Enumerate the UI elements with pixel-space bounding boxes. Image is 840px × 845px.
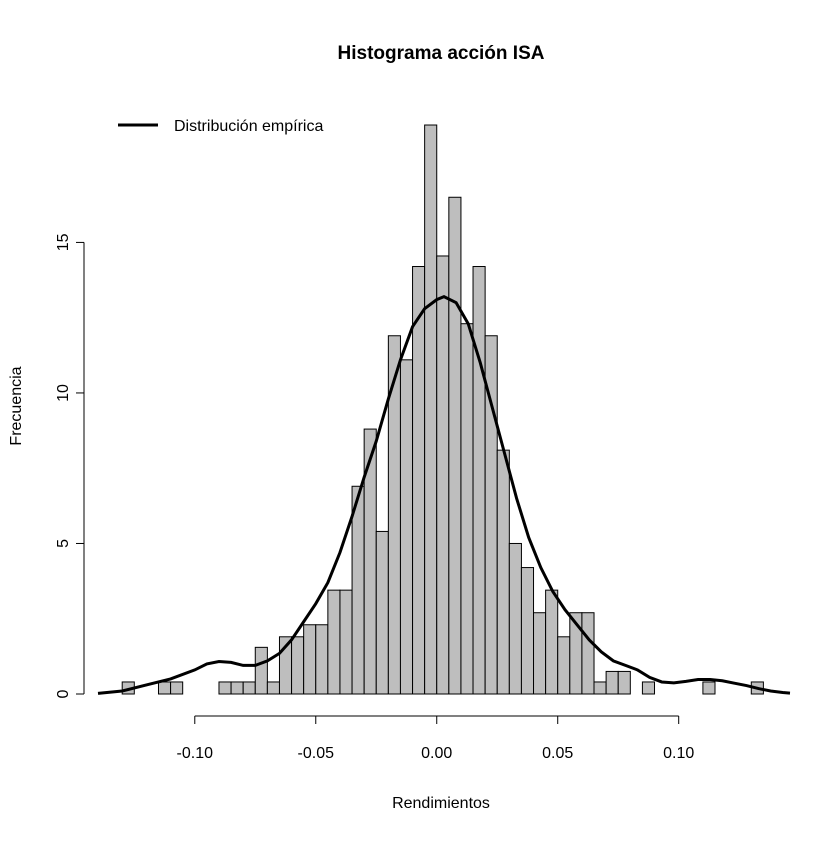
histogram-bar bbox=[436, 255, 450, 695]
legend: Distribución empírica bbox=[118, 118, 323, 135]
x-tick-label: -0.05 bbox=[298, 745, 335, 762]
x-tick-label: 0.10 bbox=[663, 745, 694, 762]
histogram-bar bbox=[254, 646, 268, 695]
histogram-bar bbox=[702, 681, 716, 695]
y-tick-label: 10 bbox=[55, 384, 72, 402]
histogram-bar bbox=[170, 681, 184, 695]
histogram-bar bbox=[412, 266, 426, 695]
histogram-bar bbox=[351, 485, 365, 695]
histogram-bar bbox=[581, 612, 595, 695]
x-tick-label: 0.05 bbox=[542, 745, 573, 762]
y-tick-label: 0 bbox=[55, 689, 72, 698]
histogram-bar bbox=[424, 124, 438, 695]
histogram-bar bbox=[315, 624, 329, 695]
histogram-bar bbox=[520, 567, 535, 695]
histogram-bar bbox=[593, 681, 607, 695]
y-tick-label: 5 bbox=[55, 539, 72, 548]
bars-group bbox=[121, 124, 764, 695]
histogram-bar bbox=[460, 323, 474, 695]
x-axis-label: Rendimientos bbox=[392, 795, 490, 812]
histogram-bar bbox=[327, 589, 341, 695]
histogram-bar bbox=[157, 681, 172, 695]
histogram-bar bbox=[472, 266, 486, 695]
histogram-bar bbox=[242, 681, 256, 695]
histogram-bar bbox=[339, 589, 353, 695]
histogram-bar bbox=[218, 681, 232, 695]
x-tick-label: -0.10 bbox=[177, 745, 214, 762]
histogram-bar bbox=[448, 196, 462, 695]
histogram-bar bbox=[399, 359, 414, 695]
histogram-bar bbox=[230, 681, 244, 695]
histogram-bar bbox=[291, 636, 305, 695]
chart-title: Histograma acción ISA bbox=[338, 43, 545, 64]
legend-label: Distribución empírica bbox=[174, 118, 323, 135]
histogram-bar bbox=[508, 542, 522, 695]
y-axis: 0 5 10 15 bbox=[55, 233, 85, 698]
histogram-bar bbox=[303, 624, 317, 695]
histogram-bar bbox=[533, 612, 547, 695]
histogram-bar bbox=[557, 636, 571, 695]
histogram-bar bbox=[496, 449, 510, 695]
histogram-bar bbox=[617, 670, 631, 695]
y-tick-label: 15 bbox=[55, 233, 72, 251]
density-curve bbox=[97, 294, 791, 695]
x-axis: -0.10 -0.05 0.00 0.05 0.10 bbox=[177, 715, 694, 762]
histogram-bar bbox=[605, 670, 619, 695]
histogram-bar bbox=[641, 681, 656, 695]
histogram-bar bbox=[266, 681, 280, 695]
histogram-bar bbox=[545, 589, 559, 695]
y-axis-label: Frecuencia bbox=[8, 366, 25, 445]
x-tick-label: 0.00 bbox=[421, 745, 452, 762]
histogram-bar bbox=[375, 530, 389, 695]
